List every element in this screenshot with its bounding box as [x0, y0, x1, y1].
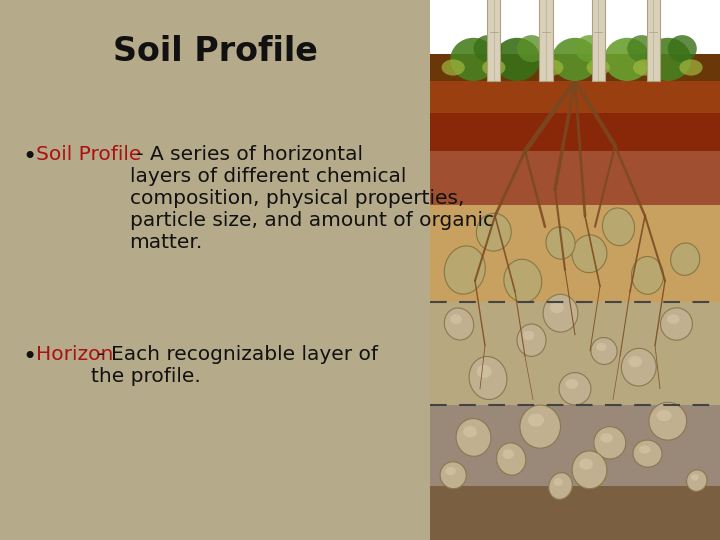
Ellipse shape — [440, 462, 467, 489]
Text: - Each recognizable layer of
the profile.: - Each recognizable layer of the profile… — [91, 345, 377, 386]
Ellipse shape — [629, 356, 642, 367]
Bar — [430, 302, 720, 405]
Bar — [430, 205, 720, 302]
Ellipse shape — [596, 343, 607, 351]
Ellipse shape — [528, 414, 544, 427]
Ellipse shape — [517, 324, 546, 356]
Ellipse shape — [503, 449, 514, 459]
Ellipse shape — [463, 426, 477, 437]
Ellipse shape — [587, 59, 610, 76]
Text: - A series of horizontal
layers of different chemical
composition, physical prop: - A series of horizontal layers of diffe… — [130, 145, 494, 252]
Ellipse shape — [543, 294, 578, 332]
Ellipse shape — [517, 35, 546, 62]
Bar — [430, 486, 720, 540]
Ellipse shape — [579, 458, 593, 470]
Ellipse shape — [667, 314, 680, 324]
Bar — [539, 0, 552, 81]
Ellipse shape — [477, 213, 511, 251]
Bar — [647, 0, 660, 81]
Bar — [487, 0, 500, 81]
Ellipse shape — [520, 405, 560, 448]
Ellipse shape — [633, 440, 662, 467]
Ellipse shape — [482, 59, 505, 76]
Ellipse shape — [546, 227, 575, 259]
Ellipse shape — [639, 446, 650, 454]
Ellipse shape — [591, 338, 617, 364]
Bar — [430, 151, 720, 205]
Bar — [430, 54, 720, 81]
Ellipse shape — [444, 246, 485, 294]
Text: Soil Profile: Soil Profile — [112, 35, 318, 68]
Bar — [430, 405, 720, 486]
Ellipse shape — [469, 356, 507, 400]
Bar — [592, 0, 605, 81]
Ellipse shape — [450, 314, 462, 324]
Ellipse shape — [572, 235, 607, 273]
Ellipse shape — [540, 59, 563, 76]
Ellipse shape — [633, 59, 656, 76]
Ellipse shape — [456, 418, 491, 456]
Ellipse shape — [565, 379, 578, 389]
Ellipse shape — [477, 365, 492, 378]
Ellipse shape — [631, 256, 663, 294]
Ellipse shape — [644, 38, 691, 81]
Ellipse shape — [594, 427, 626, 459]
Ellipse shape — [549, 472, 572, 500]
Ellipse shape — [680, 59, 703, 76]
Ellipse shape — [627, 35, 656, 62]
Ellipse shape — [621, 348, 656, 386]
Ellipse shape — [603, 208, 634, 246]
Ellipse shape — [441, 59, 465, 76]
Ellipse shape — [668, 35, 697, 62]
Bar — [430, 113, 720, 151]
Ellipse shape — [687, 470, 707, 491]
Ellipse shape — [660, 308, 693, 340]
Text: Soil Profile: Soil Profile — [36, 145, 141, 164]
Ellipse shape — [604, 38, 650, 81]
Ellipse shape — [552, 38, 598, 81]
Bar — [430, 0, 720, 54]
Ellipse shape — [450, 38, 497, 81]
Text: •: • — [22, 145, 36, 169]
Text: •: • — [22, 345, 36, 369]
Ellipse shape — [670, 243, 700, 275]
Ellipse shape — [446, 467, 456, 475]
Ellipse shape — [497, 443, 526, 475]
Text: Horizon: Horizon — [36, 345, 113, 364]
Ellipse shape — [444, 308, 474, 340]
Ellipse shape — [504, 259, 541, 302]
Ellipse shape — [494, 38, 540, 81]
Ellipse shape — [572, 451, 607, 489]
Ellipse shape — [649, 402, 687, 440]
Bar — [430, 81, 720, 113]
Ellipse shape — [550, 302, 564, 313]
Ellipse shape — [575, 35, 604, 62]
Ellipse shape — [523, 330, 534, 340]
Ellipse shape — [600, 433, 613, 443]
Ellipse shape — [657, 410, 672, 421]
Ellipse shape — [690, 474, 699, 481]
Ellipse shape — [559, 373, 591, 405]
Ellipse shape — [474, 35, 503, 62]
Ellipse shape — [554, 478, 563, 486]
